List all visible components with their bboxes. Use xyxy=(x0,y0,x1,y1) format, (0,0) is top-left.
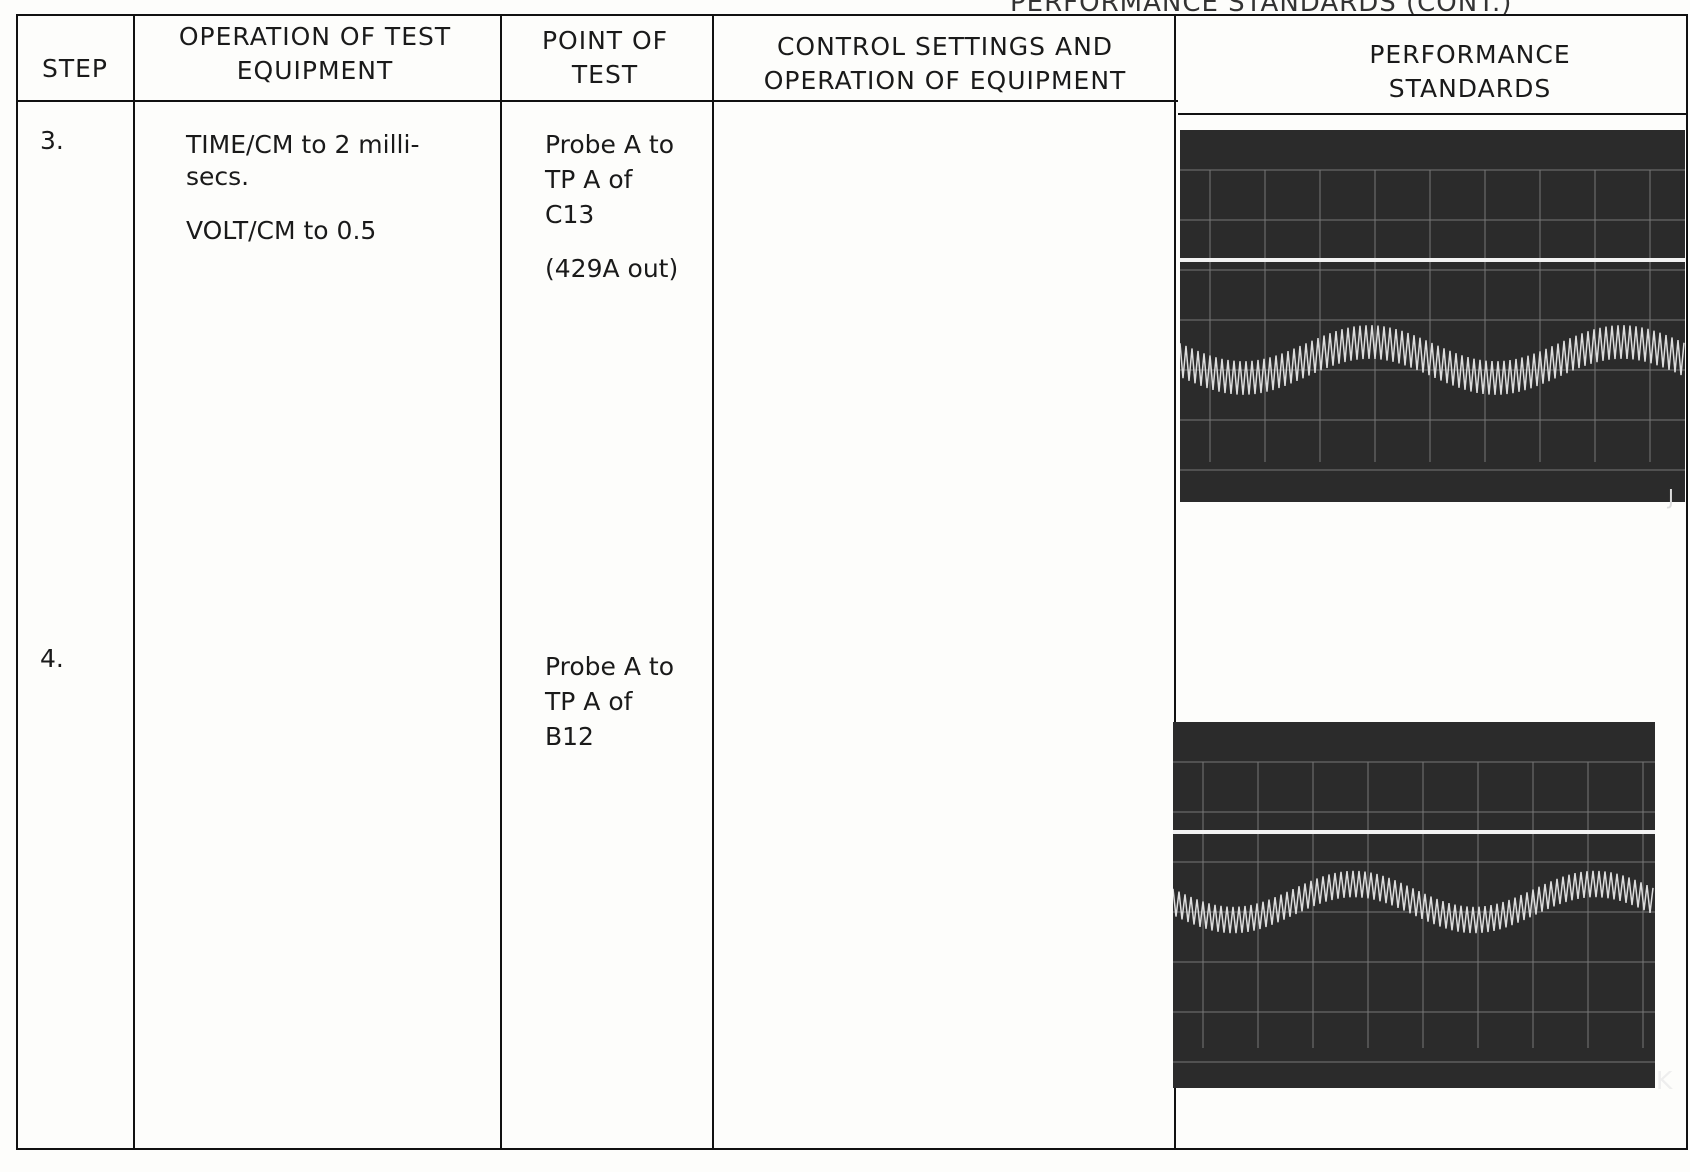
rule xyxy=(500,14,502,1148)
rule xyxy=(16,14,1688,16)
figure-label: J xyxy=(1668,480,1674,514)
column-header: POINT OF TEST xyxy=(540,24,670,92)
point: Probe A to xyxy=(545,650,674,684)
column-header: PERFORMANCE STANDARDS xyxy=(1330,38,1610,106)
page: PERFORMANCE STANDARDS (CONT.) STEP OPERA… xyxy=(0,0,1690,1172)
point: TP A of xyxy=(545,685,632,719)
point: B12 xyxy=(545,720,594,754)
operation: VOLT/CM to 0.5 xyxy=(186,214,376,248)
point: TP A of xyxy=(545,163,632,197)
step: 3. xyxy=(40,124,64,158)
rule xyxy=(16,1148,1688,1150)
point: Probe A to xyxy=(545,128,674,162)
rule xyxy=(16,100,1178,102)
step: 4. xyxy=(40,642,64,676)
point: (429A out) xyxy=(545,252,678,286)
rule xyxy=(1686,14,1688,1148)
figure-label: K xyxy=(1656,1064,1672,1098)
operation: TIME/CM to 2 milli- xyxy=(186,128,419,162)
column-header: CONTROL SETTINGS AND OPERATION OF EQUIPM… xyxy=(730,30,1160,98)
oscillogram xyxy=(1180,130,1685,502)
column-header: OPERATION OF TEST EQUIPMENT xyxy=(150,20,480,88)
operation: secs. xyxy=(186,160,249,194)
rule xyxy=(1178,113,1688,115)
column-header: STEP xyxy=(30,52,120,86)
page-title: PERFORMANCE STANDARDS (CONT.) xyxy=(1010,0,1512,20)
point: C13 xyxy=(545,198,594,232)
oscillogram xyxy=(1173,722,1655,1088)
rule xyxy=(16,14,18,1148)
rule xyxy=(133,14,135,1148)
rule xyxy=(712,14,714,1148)
